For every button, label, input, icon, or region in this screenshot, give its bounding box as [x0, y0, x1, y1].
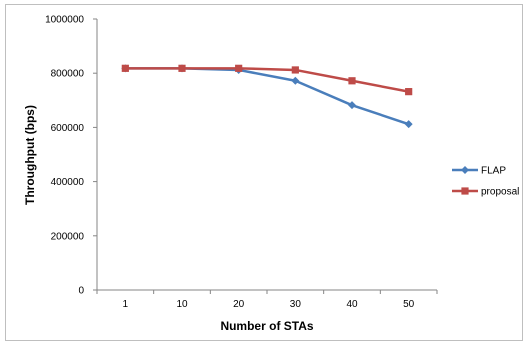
data-point: [405, 88, 413, 96]
legend: FLAP proposal: [452, 166, 519, 198]
legend-label: proposal: [481, 187, 519, 198]
data-point: [235, 64, 243, 72]
y-axis-title: Throughput (bps): [23, 105, 37, 205]
legend-label: FLAP: [481, 166, 506, 177]
data-point: [291, 76, 300, 85]
x-tick-labels: 1 10 20 30 40 50: [123, 299, 415, 310]
x-tick-label: 50: [403, 299, 415, 310]
data-point: [178, 64, 186, 72]
data-point: [404, 120, 413, 129]
x-tick-label: 40: [346, 299, 358, 310]
x-axis-title: Number of STAs: [220, 319, 313, 333]
data-point: [121, 64, 129, 72]
data-point: [348, 77, 356, 85]
y-tick-label: 800000: [51, 69, 85, 80]
x-tick-label: 1: [123, 299, 129, 310]
legend-item-flap: FLAP: [452, 166, 506, 177]
x-tick-label: 10: [176, 299, 188, 310]
y-tick-label: 0: [78, 286, 84, 297]
y-tick-label: 400000: [51, 177, 85, 188]
legend-swatch-marker: [461, 187, 469, 195]
y-tick-label: 600000: [51, 123, 85, 134]
series-proposal: [121, 64, 413, 96]
axes: [93, 18, 438, 294]
series-line: [125, 67, 410, 126]
series-line: [125, 67, 409, 93]
y-tick-label: 200000: [51, 231, 85, 242]
x-tick-label: 20: [233, 299, 245, 310]
x-tick-label: 30: [290, 299, 302, 310]
chart-frame: [5, 4, 523, 341]
series-layer: [121, 64, 413, 129]
legend-item-proposal: proposal: [452, 187, 519, 198]
legend-swatch-marker: [461, 166, 469, 174]
data-point: [348, 101, 356, 110]
y-tick-label: 1000000: [45, 15, 84, 26]
data-point: [291, 66, 299, 74]
series-flap: [121, 64, 413, 129]
y-tick-labels: 0 200000 400000 600000 800000 1000000: [45, 15, 84, 297]
